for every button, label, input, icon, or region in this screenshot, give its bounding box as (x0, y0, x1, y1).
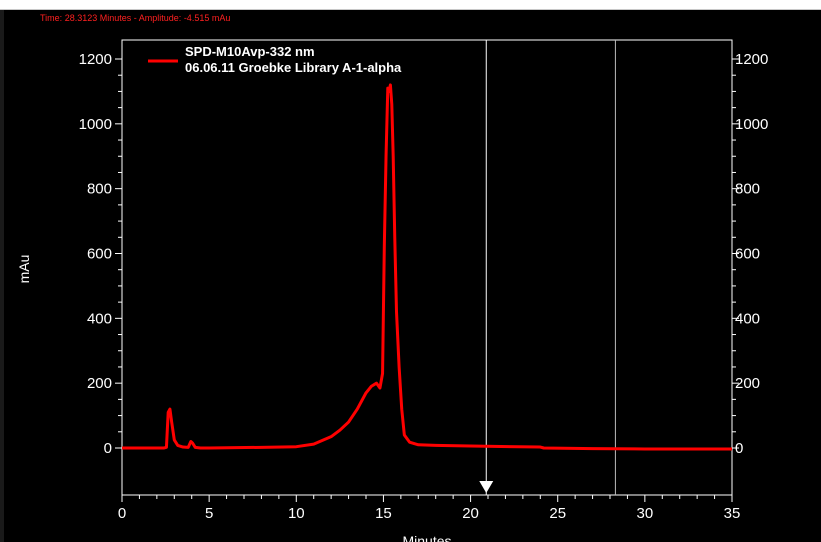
y-tick-label-right: 600 (735, 246, 760, 263)
y-tick-label-left: 1000 (79, 116, 112, 133)
y-axis-label: mAu (16, 255, 32, 284)
series-line-spd-m10avp (122, 83, 732, 451)
x-tick-label: 35 (724, 505, 741, 522)
x-tick-label: 30 (637, 505, 654, 522)
x-tick-label: 5 (205, 505, 213, 522)
y-tick-label-right: 800 (735, 181, 760, 198)
y-tick-label-right: 1200 (735, 51, 768, 68)
status-time-value: 28.3123 Minutes (64, 13, 132, 23)
x-tick-label: 0 (118, 505, 126, 522)
x-axis-label: Minutes (402, 533, 451, 542)
status-separator: - (133, 13, 137, 23)
top-border-bar (0, 0, 821, 10)
y-tick-label-left: 1200 (79, 51, 112, 68)
status-time-label: Time: (40, 13, 63, 23)
left-edge (0, 10, 4, 542)
y-tick-label-right: 200 (735, 375, 760, 392)
y-tick-label-right: 400 (735, 310, 760, 327)
cursor-status-readout: Time: 28.3123 Minutes - Amplitude: -4.51… (40, 13, 230, 23)
y-tick-label-left: 0 (104, 440, 112, 457)
y-tick-label-right: 1000 (735, 116, 768, 133)
y-tick-label-left: 800 (87, 181, 112, 198)
x-tick-label: 10 (288, 505, 305, 522)
cursor-marker-triangle[interactable] (479, 481, 494, 493)
status-amplitude-label: Amplitude: (138, 13, 182, 23)
status-amplitude-value: -4.515 mAu (183, 13, 231, 23)
x-tick-label: 15 (375, 505, 392, 522)
y-tick-label-left: 600 (87, 246, 112, 263)
left-y-axis: 0 200 400 600 800 1000 1200 (79, 51, 122, 457)
y-tick-label-right: 0 (735, 440, 743, 457)
legend-entry-series: SPD-M10Avp-332 nm (185, 44, 315, 59)
x-tick-label: 25 (549, 505, 566, 522)
legend-entry-sample: 06.06.11 Groebke Library A-1-alpha (185, 60, 402, 75)
x-tick-label: 20 (462, 505, 479, 522)
cursor-lines (479, 40, 616, 495)
right-y-axis: 0 200 400 600 800 1000 1200 (732, 51, 768, 457)
plot-area-border (121, 39, 733, 496)
y-tick-label-left: 400 (87, 310, 112, 327)
y-tick-label-left: 200 (87, 375, 112, 392)
x-axis: 0 5 10 15 20 25 30 35 (118, 495, 741, 522)
